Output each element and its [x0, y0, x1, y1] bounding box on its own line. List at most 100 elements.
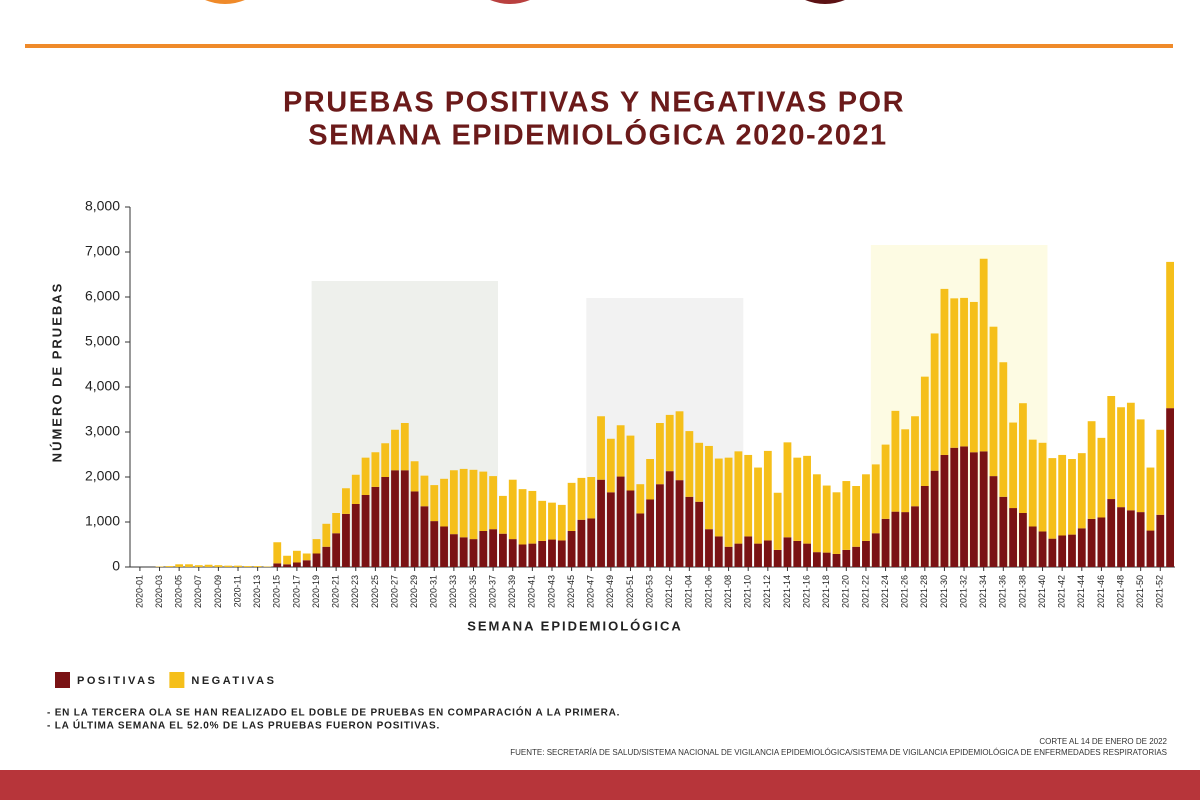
bar-segment	[371, 452, 380, 487]
bar-segment	[538, 540, 547, 567]
bar-segment	[312, 553, 321, 567]
bar-segment	[587, 518, 596, 567]
bar-segment	[440, 478, 448, 527]
bar-segment	[665, 471, 674, 567]
bar-segment	[597, 479, 605, 567]
header-rule	[25, 44, 1173, 48]
bar-segment	[871, 464, 880, 534]
bar-segment	[214, 565, 223, 567]
x-tick-label: 2021-34	[978, 575, 988, 608]
bar-segment	[469, 469, 478, 540]
x-tick-label: 2021-30	[939, 575, 949, 608]
bar-segment	[783, 537, 792, 567]
x-tick-label: 2020-05	[174, 575, 184, 608]
x-axis-title: SEMANA EPIDEMIOLÓGICA	[467, 618, 683, 633]
bar-segment	[1028, 526, 1037, 567]
bar-segment	[989, 476, 998, 567]
bar-segment	[430, 485, 439, 522]
y-tick-label: 2,000	[85, 468, 120, 484]
bar-segment	[969, 301, 978, 453]
y-tick-label: 8,000	[85, 198, 120, 214]
x-tick-label: 2021-16	[801, 575, 811, 608]
x-tick-label: 2020-25	[370, 575, 380, 608]
bar-segment	[449, 470, 458, 535]
bar-segment	[891, 511, 900, 567]
legend-swatch	[55, 672, 70, 688]
bar-segment	[1048, 538, 1057, 567]
bar-segment	[1048, 458, 1057, 539]
bar-segment	[400, 423, 409, 471]
chart-title: SEMANA EPIDEMIOLÓGICA 2020-2021	[308, 118, 887, 152]
bar-segment	[381, 443, 390, 477]
x-tick-label: 2020-47	[586, 575, 596, 608]
x-tick-label: 2021-08	[723, 575, 733, 608]
x-tick-label: 2020-17	[291, 575, 301, 608]
bar-segment	[1087, 518, 1096, 567]
y-tick-label: 6,000	[85, 288, 120, 304]
bar-segment	[999, 362, 1008, 497]
bar-segment	[1077, 453, 1086, 529]
y-tick-label: 0	[112, 558, 120, 574]
bar-segment	[548, 502, 556, 540]
x-tick-label: 2021-36	[998, 575, 1008, 608]
bar-segment	[302, 560, 311, 567]
bar-segment	[930, 470, 939, 567]
x-tick-label: 2021-32	[958, 575, 968, 608]
x-tick-label: 2020-37	[487, 575, 497, 608]
bar-segment	[420, 475, 429, 507]
bar-segment	[685, 431, 694, 497]
x-tick-label: 2021-38	[1017, 575, 1027, 608]
bar-segment	[989, 326, 998, 477]
bar-segment	[391, 429, 399, 471]
legend-label: NEGATIVAS	[191, 675, 276, 687]
bar-segment	[646, 499, 654, 567]
bar-segment	[822, 485, 831, 553]
x-tick-label: 2020-09	[213, 575, 223, 608]
decor-circle	[205, 0, 245, 4]
x-tick-label: 2021-40	[1037, 575, 1047, 608]
bar-segment	[881, 444, 890, 519]
bar-segment	[812, 474, 821, 553]
x-tick-label: 2021-14	[782, 575, 792, 608]
x-tick-label: 2021-44	[1076, 575, 1086, 608]
bar-segment	[911, 506, 919, 567]
bar-segment	[920, 376, 929, 486]
bar-segment	[960, 446, 968, 567]
bar-segment	[773, 492, 782, 550]
bar-segment	[754, 467, 762, 544]
bar-segment	[616, 476, 625, 567]
bar-segment	[1136, 419, 1145, 513]
x-tick-label: 2021-50	[1135, 575, 1145, 608]
x-tick-label: 2021-48	[1115, 575, 1125, 608]
x-tick-label: 2020-35	[468, 575, 478, 608]
bar-segment	[430, 521, 439, 567]
bar-segment	[224, 565, 233, 567]
bar-segment	[273, 563, 282, 567]
bar-segment	[803, 543, 811, 567]
bar-segment	[459, 537, 468, 567]
bar-segment	[1136, 512, 1145, 567]
bar-segment	[410, 491, 419, 567]
bar-segment	[832, 492, 841, 554]
bar-segment	[1019, 513, 1027, 567]
bar-segment	[1068, 534, 1076, 567]
bar-segment	[185, 564, 193, 567]
bar-segment	[312, 539, 321, 554]
bar-segment	[1097, 517, 1106, 567]
x-tick-label: 2020-49	[605, 575, 615, 608]
decor-circle	[805, 0, 845, 4]
bar-segment	[773, 549, 782, 567]
bar-segment	[1058, 454, 1067, 536]
bar-segment	[234, 565, 242, 567]
bar-segment	[734, 451, 743, 544]
bar-segment	[1107, 499, 1116, 567]
bar-segment	[1009, 422, 1018, 509]
bar-segment	[273, 542, 282, 564]
bar-segment	[979, 451, 988, 567]
bar-segment	[292, 550, 301, 563]
x-tick-label: 2020-41	[527, 575, 537, 608]
footer-band	[0, 770, 1200, 800]
bar-segment	[322, 546, 331, 567]
bar-segment	[391, 470, 399, 567]
